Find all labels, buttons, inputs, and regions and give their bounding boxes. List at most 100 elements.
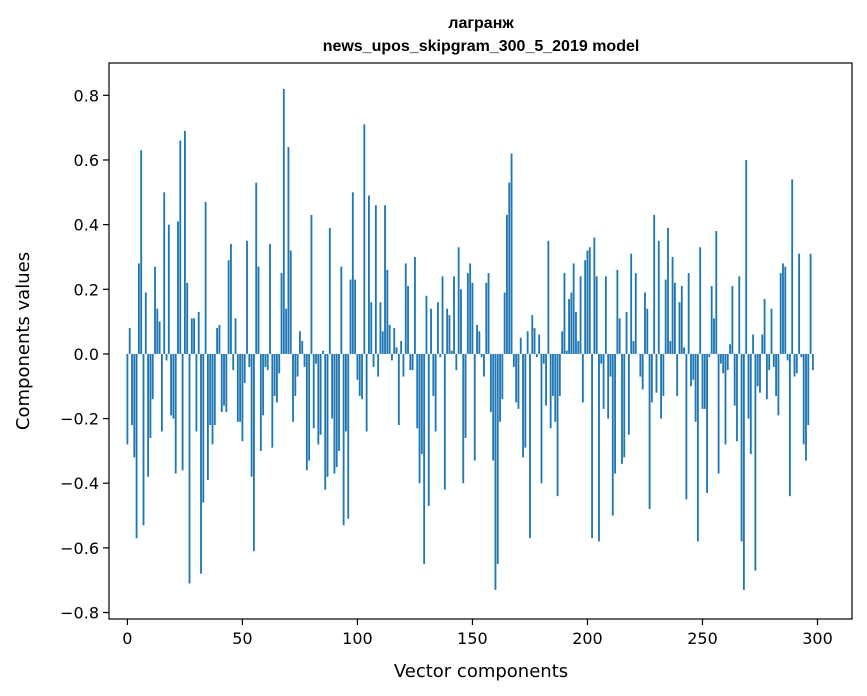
y-tick-label: 0.0 (74, 345, 99, 364)
bar (402, 353, 405, 377)
bar (531, 315, 534, 354)
bar (506, 214, 508, 354)
bar (186, 282, 189, 354)
bar (588, 247, 591, 354)
bar (747, 353, 750, 419)
bar (409, 353, 412, 371)
bar (206, 353, 209, 480)
bar (526, 331, 529, 354)
bar (756, 353, 759, 387)
bar (662, 353, 665, 396)
chart-title-line2: news_upos_skipgram_300_5_2019 model (323, 38, 640, 55)
bar (172, 353, 175, 419)
bar (641, 353, 644, 390)
bar (333, 353, 336, 474)
bar (515, 353, 518, 403)
bar (253, 353, 255, 552)
bar (586, 250, 589, 354)
bar (593, 237, 596, 354)
bar (510, 153, 513, 354)
bar (142, 353, 145, 526)
bar (676, 353, 679, 396)
bar (540, 353, 543, 484)
bar (255, 182, 258, 354)
bar (197, 311, 200, 354)
bar (699, 247, 702, 354)
bar (158, 321, 161, 354)
bar (784, 266, 787, 354)
bar (552, 353, 554, 396)
bar (193, 318, 196, 354)
bar (549, 353, 552, 429)
bar (485, 282, 488, 354)
bar (793, 353, 796, 377)
bar (356, 353, 359, 380)
bar (395, 347, 398, 354)
y-tick-label: 0.8 (74, 86, 99, 105)
y-tick-label: −0.4 (60, 474, 99, 493)
bar (798, 253, 801, 354)
bar (786, 353, 789, 361)
bar (512, 353, 515, 367)
bar (439, 353, 442, 358)
bar (287, 147, 290, 354)
bar (213, 353, 216, 426)
bar (740, 353, 743, 542)
bar (209, 353, 212, 426)
bar (809, 253, 812, 354)
bar (667, 227, 669, 354)
bar (639, 353, 642, 377)
bar (584, 260, 587, 354)
bar (722, 353, 725, 374)
bar (248, 353, 251, 367)
bar (729, 344, 731, 354)
y-tick-label: 0.6 (74, 151, 99, 170)
bar (632, 341, 635, 354)
bar (775, 353, 778, 396)
bar (149, 353, 152, 438)
bar (623, 353, 626, 458)
bar (266, 353, 269, 371)
bar (706, 353, 708, 493)
bar (581, 353, 584, 403)
bar (137, 263, 140, 354)
bar (742, 353, 745, 590)
bar (690, 353, 692, 387)
bar (225, 353, 228, 413)
bar (204, 202, 207, 354)
bar (508, 182, 511, 354)
bar (499, 353, 501, 422)
bar (655, 353, 658, 393)
bar (269, 244, 271, 354)
bar (303, 353, 306, 367)
bar (241, 353, 244, 442)
bar (650, 353, 653, 403)
bar (683, 347, 685, 354)
bar (347, 353, 350, 519)
bar (795, 353, 798, 374)
bar (754, 353, 757, 571)
bar (733, 353, 736, 406)
bar (664, 279, 667, 354)
bar (220, 353, 223, 413)
bar (575, 311, 577, 354)
bar (388, 324, 391, 354)
bar (200, 353, 202, 574)
bar (345, 353, 347, 432)
bar (432, 353, 435, 396)
bar (165, 353, 168, 361)
bar (179, 140, 182, 354)
bar (170, 353, 173, 416)
bar (591, 353, 593, 539)
x-axis-label: Vector components (394, 661, 568, 682)
bar (538, 334, 541, 354)
bar (308, 353, 311, 461)
bar (692, 353, 695, 380)
bar (731, 286, 734, 354)
bar (630, 253, 633, 354)
bar (464, 353, 467, 438)
bar (462, 353, 465, 484)
bar (480, 353, 483, 358)
y-tick-label: −0.6 (60, 539, 99, 558)
bar (782, 263, 784, 354)
